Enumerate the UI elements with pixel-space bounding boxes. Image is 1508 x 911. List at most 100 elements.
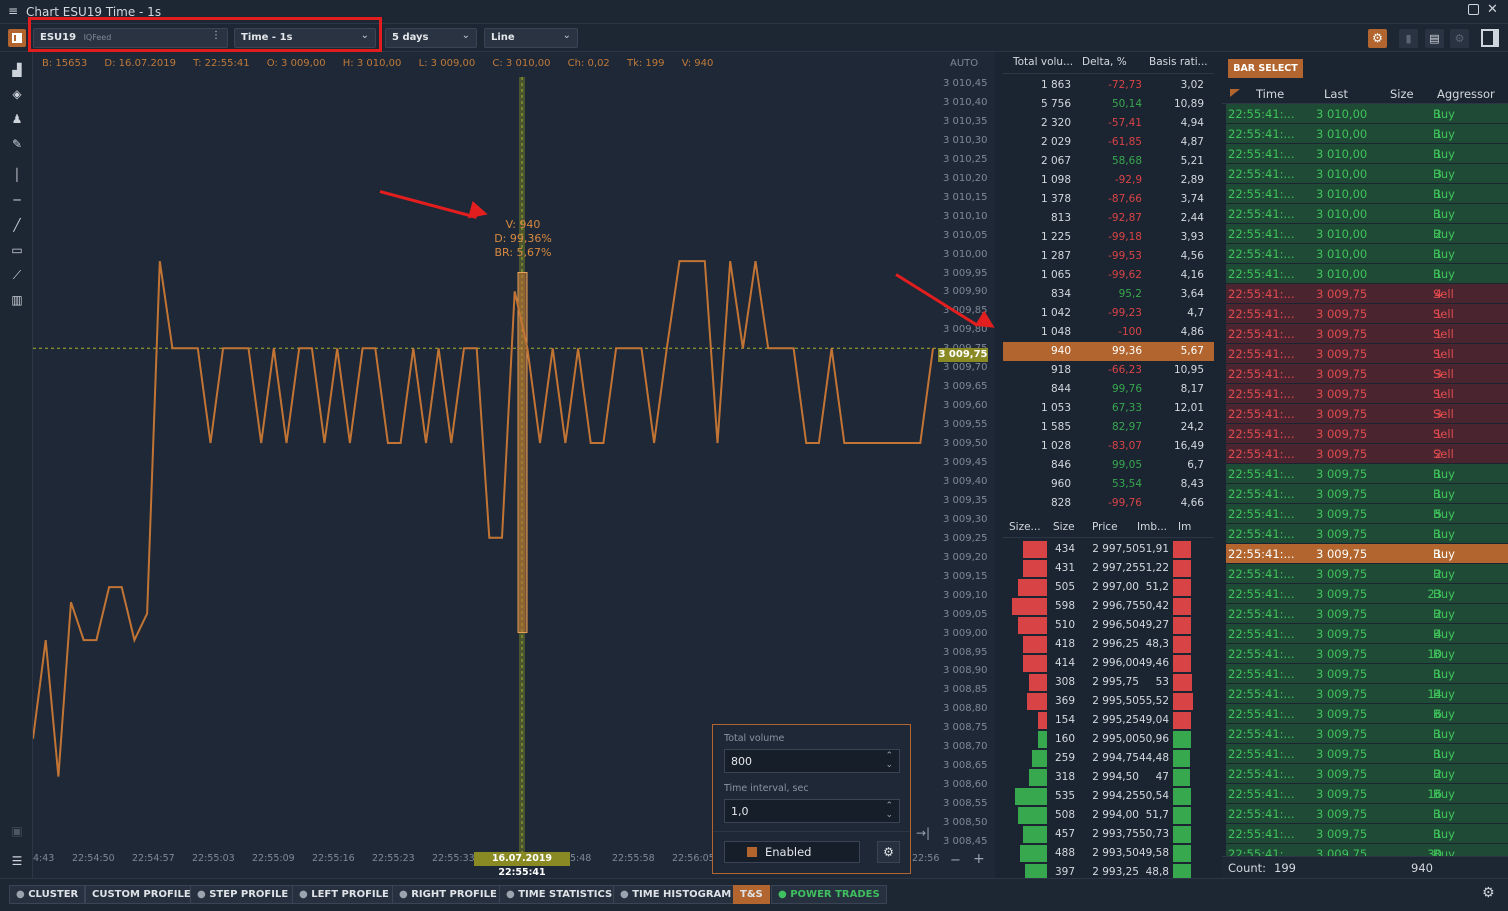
indicators-icon[interactable]: ▟	[12, 63, 22, 77]
tab-time-and-sales[interactable]: T&S	[733, 885, 770, 904]
trade-row[interactable]: 22:55:41:... 3 009,75 1 Buy	[1226, 664, 1508, 684]
stats-row[interactable]: 1 028 -83,07 16,49	[1003, 437, 1214, 456]
trade-row[interactable]: 22:55:41:... 3 009,75 4 Sell	[1226, 284, 1508, 304]
trade-row[interactable]: 22:55:41:... 3 009,75 10 Buy	[1226, 644, 1508, 664]
sort-icon[interactable]	[1230, 89, 1240, 97]
trade-row[interactable]: 22:55:41:... 3 009,75 1 Buy	[1226, 724, 1508, 744]
ts-header-time[interactable]: Time	[1256, 87, 1285, 101]
bar-select-button[interactable]: BAR SELECT	[1228, 59, 1303, 78]
stats-row[interactable]: 1 863 -72,73 3,02	[1003, 76, 1214, 95]
order-book-row[interactable]: 308 2 995,75 53	[1003, 673, 1214, 692]
stats-row[interactable]: 1 098 -92,9 2,89	[1003, 171, 1214, 190]
order-book-row[interactable]: 418 2 996,25 48,3	[1003, 635, 1214, 654]
stats-row[interactable]: 1 378 -87,66 3,74	[1003, 190, 1214, 209]
trade-row[interactable]: 22:55:41:... 3 009,75 2 Buy	[1226, 764, 1508, 784]
tab-step-profile[interactable]: ● STEP PROFILE	[190, 885, 296, 904]
trade-row[interactable]: 22:55:41:... 3 009,75 4 Buy	[1226, 624, 1508, 644]
stats-header-volume[interactable]: Total volu...	[1013, 56, 1074, 68]
trade-row[interactable]: 22:55:41:... 3 009,75 1 Buy	[1226, 524, 1508, 544]
stats-row[interactable]: 1 053 67,33 12,01	[1003, 399, 1214, 418]
ts-header-last[interactable]: Last	[1324, 87, 1348, 101]
order-book-row[interactable]: 431 2 997,25 51,22	[1003, 559, 1214, 578]
trade-row[interactable]: 22:55:41:... 3 009,75 2 Buy	[1226, 604, 1508, 624]
trade-row[interactable]: 22:55:41:... 3 009,75 1 Buy	[1226, 744, 1508, 764]
trend-line-icon[interactable]: ╱	[13, 218, 21, 232]
symbol-selector[interactable]: ESU19 IQFeed ⋮	[33, 28, 228, 48]
order-book-row[interactable]: 488 2 993,50 49,58	[1003, 844, 1214, 863]
tab-left-profile[interactable]: ● LEFT PROFILE	[292, 885, 396, 904]
tab-time-statistics[interactable]: ● TIME STATISTICS	[499, 885, 620, 904]
stats-header-basis[interactable]: Basis rati...	[1149, 56, 1208, 68]
order-book-row[interactable]: 510 2 996,50 49,27	[1003, 616, 1214, 635]
trade-row[interactable]: 22:55:41:... 3 009,75 23 Buy	[1226, 584, 1508, 604]
trade-row[interactable]: 22:55:41:... 3 009,75 1 Buy	[1226, 544, 1508, 564]
stats-row[interactable]: 813 -92,87 2,44	[1003, 209, 1214, 228]
stats-row[interactable]: 2 029 -61,85 4,87	[1003, 133, 1214, 152]
selected-bar-highlight[interactable]	[517, 272, 528, 634]
close-icon[interactable]: ✕	[1487, 2, 1498, 17]
alerts-bell-icon[interactable]: ♟	[11, 112, 23, 126]
stats-row[interactable]: 5 756 50,14 10,89	[1003, 95, 1214, 114]
trade-row[interactable]: 22:55:41:... 3 010,00 1 Buy	[1226, 104, 1508, 124]
stats-row[interactable]: 1 225 -99,18 3,93	[1003, 228, 1214, 247]
trade-row[interactable]: 22:55:41:... 3 009,75 3 Sell	[1226, 404, 1508, 424]
trade-row[interactable]: 22:55:41:... 3 010,00 1 Buy	[1226, 244, 1508, 264]
enabled-checkbox[interactable]	[747, 847, 757, 857]
order-book-row[interactable]: 457 2 993,75 50,73	[1003, 825, 1214, 844]
vertical-line-icon[interactable]: │	[13, 168, 21, 182]
order-book-row[interactable]: 598 2 996,75 50,42	[1003, 597, 1214, 616]
ruler-icon[interactable]: ✎	[11, 137, 23, 151]
trade-row[interactable]: 22:55:41:... 3 009,75 1 Sell	[1226, 344, 1508, 364]
stats-row[interactable]: 1 042 -99,23 4,7	[1003, 304, 1214, 323]
template-icon[interactable]: ▤	[1425, 29, 1444, 48]
tab-right-profile[interactable]: ● RIGHT PROFILE	[392, 885, 504, 904]
more-icon[interactable]: ⋮	[211, 30, 221, 41]
order-book-row[interactable]: 434 2 997,50 51,91	[1003, 540, 1214, 559]
stats-row[interactable]: 846 99,05 6,7	[1003, 456, 1214, 475]
trade-row[interactable]: 22:55:41:... 3 009,75 3 Sell	[1226, 364, 1508, 384]
order-book-row[interactable]: 160 2 995,00 50,96	[1003, 730, 1214, 749]
stats-row[interactable]: 844 99,76 8,17	[1003, 380, 1214, 399]
trade-row[interactable]: 22:55:41:... 3 009,75 5 Buy	[1226, 504, 1508, 524]
stats-row[interactable]: 1 585 82,97 24,2	[1003, 418, 1214, 437]
rectangle-icon[interactable]: ▭	[11, 243, 23, 257]
list-icon[interactable]: ☰	[11, 854, 23, 868]
order-book-row[interactable]: 154 2 995,25 49,04	[1003, 711, 1214, 730]
stats-row[interactable]: 1 048 -100 4,86	[1003, 323, 1214, 342]
layers-icon[interactable]: ◈	[12, 87, 22, 101]
power-trades-icon[interactable]: ⚙	[1368, 29, 1387, 48]
trade-row[interactable]: 22:55:41:... 3 010,00 1 Buy	[1226, 264, 1508, 284]
panel-toggle-icon[interactable]	[8, 29, 26, 47]
zoom-out-icon[interactable]: −	[950, 853, 961, 868]
dom-header-im[interactable]: Im	[1178, 521, 1192, 533]
menu-icon[interactable]: ≡	[8, 4, 19, 18]
stats-row[interactable]: 1 287 -99,53 4,56	[1003, 247, 1214, 266]
order-book-row[interactable]: 508 2 994,00 51,7	[1003, 806, 1214, 825]
dom-header-price[interactable]: Price	[1092, 521, 1118, 533]
stats-row[interactable]: 828 -99,76 4,66	[1003, 494, 1214, 513]
trade-row[interactable]: 22:55:41:... 3 010,00 1 Buy	[1226, 184, 1508, 204]
stepper-icon[interactable]: ⌃ ⌄	[885, 751, 893, 770]
trade-row[interactable]: 22:55:41:... 3 009,75 1 Buy	[1226, 464, 1508, 484]
time-interval-input[interactable]: 1,0 ⌃ ⌄	[724, 799, 900, 823]
settings-gear-icon[interactable]: ⚙	[1482, 885, 1495, 901]
zoom-in-icon[interactable]: +	[973, 851, 985, 867]
gear-icon[interactable]: ⚙	[877, 841, 900, 863]
trade-row[interactable]: 22:55:41:... 3 009,75 1 Buy	[1226, 804, 1508, 824]
order-book-row[interactable]: 318 2 994,50 47	[1003, 768, 1214, 787]
stats-row[interactable]: 918 -66,23 10,95	[1003, 361, 1214, 380]
period-select[interactable]: 5 days ⌄	[385, 28, 477, 48]
order-book-row[interactable]: 414 2 996,00 49,46	[1003, 654, 1214, 673]
timeframe-select[interactable]: Time - 1s ⌄	[234, 28, 376, 48]
trade-row[interactable]: 22:55:41:... 3 009,75 1 Buy	[1226, 484, 1508, 504]
trade-row[interactable]: 22:55:41:... 3 009,75 16 Buy	[1226, 784, 1508, 804]
tab-power-trades[interactable]: ● POWER TRADES	[771, 885, 887, 904]
settings-icon[interactable]: ⚙	[1450, 29, 1469, 48]
stats-row[interactable]: 960 53,54 8,43	[1003, 475, 1214, 494]
fibonacci-icon[interactable]: ⟋	[12, 268, 22, 282]
dom-header-imbalance[interactable]: Imb...	[1137, 521, 1168, 533]
trash-icon[interactable]: ▣	[11, 824, 23, 838]
sidebar-toggle-icon[interactable]	[1481, 29, 1499, 47]
order-book-row[interactable]: 259 2 994,75 44,48	[1003, 749, 1214, 768]
trade-row[interactable]: 22:55:41:... 3 009,75 14 Buy	[1226, 684, 1508, 704]
